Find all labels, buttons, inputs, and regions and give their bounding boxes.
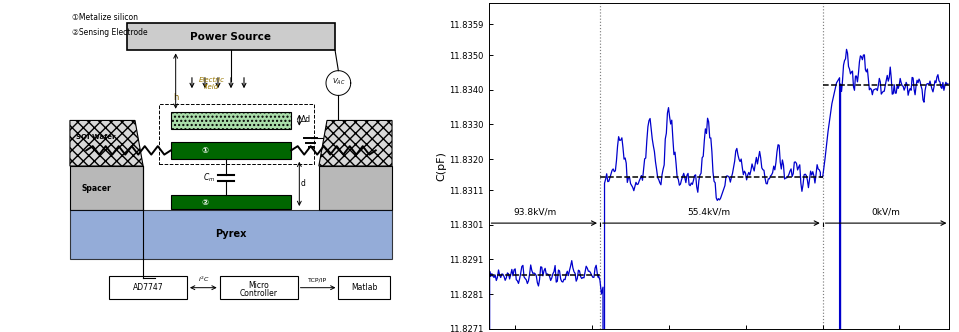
Text: AD7747: AD7747 xyxy=(132,283,163,292)
Text: $I^2C$: $I^2C$ xyxy=(198,275,209,284)
FancyBboxPatch shape xyxy=(127,23,335,50)
Text: Δd: Δd xyxy=(301,115,311,124)
Text: 93.8kV/m: 93.8kV/m xyxy=(513,207,556,216)
FancyBboxPatch shape xyxy=(220,276,297,299)
Text: SOI Wafer: SOI Wafer xyxy=(76,134,116,140)
Text: ②: ② xyxy=(201,198,208,207)
Text: Spacer: Spacer xyxy=(82,184,111,193)
FancyBboxPatch shape xyxy=(339,276,390,299)
Text: d: d xyxy=(301,179,306,188)
Text: 0kV/m: 0kV/m xyxy=(871,207,901,216)
Text: Micro: Micro xyxy=(248,281,269,290)
Text: 55.4kV/m: 55.4kV/m xyxy=(688,207,731,216)
Bar xyxy=(318,166,392,210)
FancyBboxPatch shape xyxy=(109,276,187,299)
Polygon shape xyxy=(318,121,392,166)
Bar xyxy=(171,195,292,209)
Polygon shape xyxy=(70,121,143,166)
Bar xyxy=(171,112,292,128)
Text: $V_{AC}$: $V_{AC}$ xyxy=(332,76,345,87)
Text: ①Metalize silicon: ①Metalize silicon xyxy=(72,14,137,23)
Text: h: h xyxy=(173,93,178,102)
Text: $C_m$: $C_m$ xyxy=(203,172,216,184)
Text: Pyrex: Pyrex xyxy=(216,229,246,239)
Text: ①: ① xyxy=(201,146,208,155)
Text: Controller: Controller xyxy=(240,290,278,298)
Text: Matlab: Matlab xyxy=(351,283,378,292)
Y-axis label: C(pF): C(pF) xyxy=(436,151,446,181)
Text: Power Source: Power Source xyxy=(191,32,271,42)
Bar xyxy=(159,104,314,164)
Bar xyxy=(171,112,292,128)
Text: ②Sensing Electrode: ②Sensing Electrode xyxy=(72,28,147,37)
Text: Electric
field: Electric field xyxy=(199,77,224,90)
Bar xyxy=(171,142,292,159)
Text: TCP/IP: TCP/IP xyxy=(308,277,327,283)
Bar xyxy=(70,166,143,210)
Bar xyxy=(70,210,392,259)
